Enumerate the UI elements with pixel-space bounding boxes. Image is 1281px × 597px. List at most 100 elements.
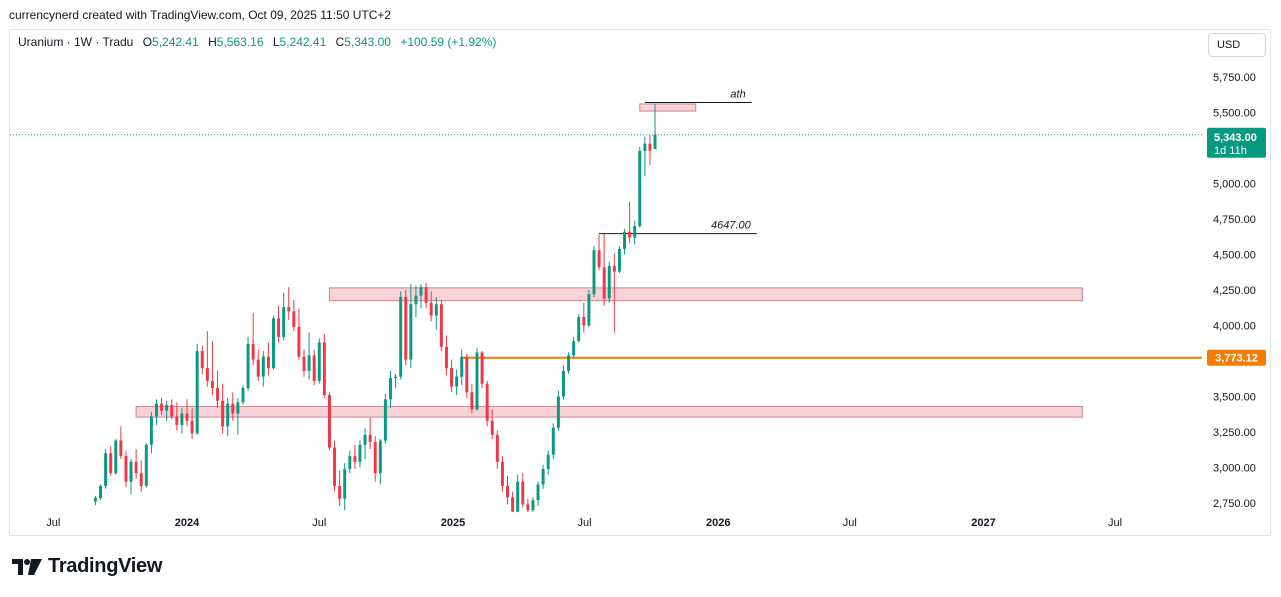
candle-body bbox=[470, 392, 474, 410]
candle-body bbox=[373, 441, 377, 474]
candle-body bbox=[414, 295, 418, 305]
candle-body bbox=[195, 351, 199, 434]
close-value: 5,343.00 bbox=[344, 35, 391, 49]
x-tick-label: 2024 bbox=[175, 517, 200, 529]
candle-body bbox=[348, 456, 352, 469]
tradingview-brand: TradingView bbox=[48, 555, 163, 577]
candle-body bbox=[302, 356, 306, 371]
y-tick-label: 3,500.00 bbox=[1213, 392, 1256, 404]
candle-body bbox=[160, 403, 164, 411]
candle-body bbox=[394, 376, 398, 379]
open-value: 5,242.41 bbox=[152, 35, 199, 49]
candle-body bbox=[368, 434, 372, 442]
candle-body bbox=[653, 134, 657, 150]
candle-body bbox=[358, 444, 362, 462]
candle-body bbox=[399, 297, 403, 377]
candle-body bbox=[292, 311, 296, 327]
candle-body bbox=[287, 307, 291, 312]
candle-body bbox=[93, 498, 97, 502]
candle-body bbox=[246, 343, 250, 388]
candle-body bbox=[638, 150, 642, 227]
candle-body bbox=[109, 453, 113, 474]
candle-body bbox=[155, 403, 158, 417]
candle-body bbox=[221, 400, 225, 427]
candle-body bbox=[465, 356, 469, 393]
candle-body bbox=[236, 402, 240, 414]
chart-frame bbox=[9, 29, 1271, 536]
candle-body bbox=[353, 456, 357, 462]
candle-body bbox=[210, 380, 214, 388]
candle-body bbox=[338, 485, 342, 499]
candle-body bbox=[419, 287, 423, 296]
candle-body bbox=[556, 396, 560, 428]
candle-body bbox=[139, 473, 143, 486]
tradingview-logo-icon bbox=[12, 558, 42, 575]
change-value: +100.59 (+1.92%) bbox=[400, 35, 497, 49]
candle-body bbox=[526, 504, 530, 511]
candle-body bbox=[597, 250, 601, 268]
candle-body bbox=[633, 226, 637, 238]
candle-body bbox=[429, 302, 433, 316]
candle-body bbox=[190, 420, 194, 434]
candle-body bbox=[516, 481, 520, 512]
currency-button[interactable]: USD bbox=[1208, 33, 1266, 57]
candle-body bbox=[460, 356, 464, 377]
candle-body bbox=[628, 231, 632, 238]
candle-body bbox=[205, 368, 209, 381]
y-tick-label: 4,500.00 bbox=[1213, 250, 1256, 262]
candle-body bbox=[450, 368, 454, 387]
level-label-1: 4647.00 bbox=[711, 220, 752, 232]
resistance-zone-0 bbox=[639, 103, 697, 112]
candle-body bbox=[104, 453, 108, 486]
x-tick-label: Jul bbox=[843, 517, 857, 529]
candle-body bbox=[256, 359, 260, 377]
candle-body bbox=[307, 355, 311, 371]
candle-body bbox=[495, 434, 499, 462]
candle-body bbox=[541, 468, 545, 485]
last-price-countdown: 1d 11h bbox=[1214, 145, 1247, 157]
candle-body bbox=[567, 355, 571, 371]
x-tick-label: 2026 bbox=[706, 517, 730, 529]
candle-body bbox=[500, 461, 504, 486]
tradingview-logo: TradingView bbox=[12, 555, 162, 578]
candle-body bbox=[404, 297, 408, 360]
candle-body bbox=[312, 355, 316, 381]
x-tick-label: Jul bbox=[46, 517, 60, 529]
candle-body bbox=[180, 413, 184, 425]
candle-body bbox=[175, 416, 179, 425]
candle-body bbox=[363, 434, 367, 445]
resistance-zone-1 bbox=[328, 287, 1083, 302]
x-tick-label: Jul bbox=[312, 517, 326, 529]
low-value: 5,242.41 bbox=[279, 35, 327, 49]
candle-body bbox=[297, 326, 301, 357]
candle-body bbox=[251, 343, 255, 360]
candle-body bbox=[317, 342, 321, 381]
candle-body bbox=[612, 265, 616, 272]
candle-body bbox=[490, 420, 494, 435]
candle-body bbox=[272, 318, 275, 369]
candle-body bbox=[327, 395, 331, 448]
candle-body bbox=[378, 440, 382, 474]
x-tick-label: 2027 bbox=[971, 517, 995, 529]
candle-body bbox=[607, 265, 611, 299]
candle-body bbox=[617, 248, 621, 272]
candle-body bbox=[643, 143, 647, 151]
last-price-label: 5,343.00 bbox=[1214, 132, 1257, 144]
x-tick-label: 2025 bbox=[441, 517, 465, 529]
candle-body bbox=[322, 342, 326, 396]
high-label: H bbox=[208, 35, 217, 49]
candle-body bbox=[623, 231, 626, 249]
candle-body bbox=[333, 447, 337, 486]
candle-body bbox=[587, 294, 591, 326]
candle-body bbox=[226, 403, 230, 427]
low-label: L bbox=[272, 35, 280, 49]
candle-body bbox=[424, 287, 428, 303]
candle-body bbox=[536, 484, 540, 501]
candle-body bbox=[648, 143, 652, 151]
candle-body bbox=[409, 304, 413, 360]
y-tick-label: 4,750.00 bbox=[1213, 214, 1256, 226]
candle-body bbox=[277, 318, 281, 337]
candle-body bbox=[592, 250, 596, 295]
candle-body bbox=[475, 352, 479, 410]
